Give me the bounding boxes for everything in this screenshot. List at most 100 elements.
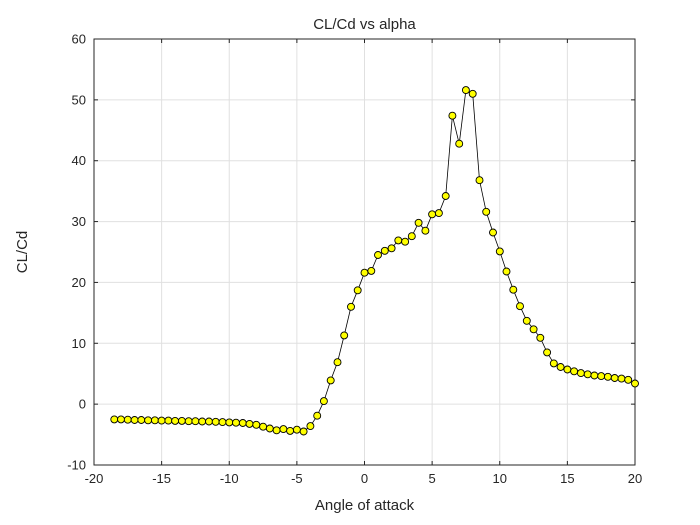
data-point — [522, 316, 531, 325]
data-point — [272, 426, 281, 435]
x-tick-label: 5 — [429, 471, 436, 486]
data-point — [367, 266, 376, 275]
data-point — [137, 416, 146, 424]
data-point — [340, 331, 349, 340]
data-point — [482, 207, 491, 216]
data-point — [177, 416, 186, 425]
y-tick-label: 40 — [72, 153, 86, 168]
x-tick-label: -10 — [220, 471, 239, 486]
data-point — [489, 228, 497, 237]
y-tick-label: 0 — [79, 397, 86, 412]
data-point — [211, 417, 220, 426]
data-point — [414, 218, 423, 227]
data-point — [184, 417, 193, 426]
data-point — [421, 226, 430, 235]
data-point — [570, 367, 579, 376]
data-point — [347, 302, 355, 311]
data-point — [313, 411, 322, 420]
data-point — [259, 422, 268, 431]
data-point — [434, 209, 443, 218]
data-point — [286, 426, 295, 435]
x-tick-label: 15 — [560, 471, 574, 486]
x-tick-label: 20 — [628, 471, 642, 486]
data-point — [225, 418, 234, 427]
data-point — [583, 370, 592, 379]
plot-area: -20 -15 -10 -5 0 5 10 15 20 -10 0 10 20 30 40 50 60 — [67, 32, 642, 487]
data-point — [326, 376, 335, 385]
data-point — [279, 425, 288, 434]
data-point — [130, 416, 139, 424]
data-point — [238, 419, 247, 427]
data-point — [495, 247, 504, 256]
data-point — [117, 415, 125, 424]
data-point — [306, 422, 315, 431]
data-point — [617, 374, 626, 383]
data-point — [536, 333, 545, 342]
y-axis-label: CL/Cd — [14, 231, 31, 274]
data-point — [576, 369, 585, 378]
data-point — [590, 371, 599, 380]
y-tick-label: -10 — [67, 458, 86, 473]
x-tick-label: -15 — [152, 471, 171, 486]
data-point — [543, 348, 552, 357]
data-point — [333, 358, 342, 367]
data-point — [441, 192, 450, 200]
data-point — [144, 416, 153, 425]
data-point — [198, 417, 207, 426]
data-point — [461, 86, 470, 95]
y-tick-label: 20 — [72, 275, 86, 290]
data-point — [603, 372, 612, 381]
data-point — [110, 415, 119, 424]
chart-title: CL/Cd vs alpha — [313, 16, 416, 33]
y-tick-label: 10 — [72, 336, 86, 351]
x-tick-label: 0 — [361, 471, 368, 486]
data-point — [475, 176, 484, 185]
data-point — [191, 417, 200, 426]
data-point — [516, 302, 524, 311]
data-point — [502, 267, 511, 276]
data-point — [407, 232, 416, 241]
data-point — [624, 375, 633, 384]
data-point — [387, 244, 396, 253]
y-tick-label: 30 — [72, 214, 86, 229]
y-tick-label: 50 — [72, 92, 86, 107]
data-point — [597, 372, 606, 381]
data-point — [509, 285, 518, 294]
data-point — [455, 139, 464, 148]
data-point — [631, 379, 639, 388]
data-point — [360, 268, 369, 277]
x-tick-label: -20 — [85, 471, 104, 486]
data-point — [468, 89, 477, 98]
data-point — [299, 427, 308, 436]
x-axis-label: Angle of attack — [315, 497, 415, 514]
data-point — [529, 325, 538, 334]
data-point — [232, 418, 240, 427]
data-point — [610, 374, 619, 382]
data-point — [150, 416, 159, 425]
data-point — [245, 419, 254, 428]
data-point — [380, 246, 389, 255]
data-point — [292, 425, 301, 434]
data-point — [123, 415, 132, 424]
y-tick-label: 60 — [72, 32, 86, 47]
data-point — [157, 416, 166, 425]
data-point — [252, 420, 261, 429]
data-point — [353, 286, 362, 295]
data-point — [394, 236, 403, 245]
data-point — [428, 210, 437, 219]
data-point — [556, 363, 565, 371]
data-point — [265, 424, 274, 433]
data-point — [218, 418, 227, 427]
data-point — [374, 251, 382, 259]
data-point — [164, 416, 173, 425]
data-point — [205, 417, 213, 426]
data-series-line — [114, 89, 636, 432]
x-tick-label: 10 — [493, 471, 507, 486]
x-tick-label: -5 — [291, 471, 303, 486]
data-point — [448, 111, 457, 120]
data-point — [401, 237, 410, 246]
data-point — [549, 359, 558, 368]
data-point — [563, 365, 572, 374]
